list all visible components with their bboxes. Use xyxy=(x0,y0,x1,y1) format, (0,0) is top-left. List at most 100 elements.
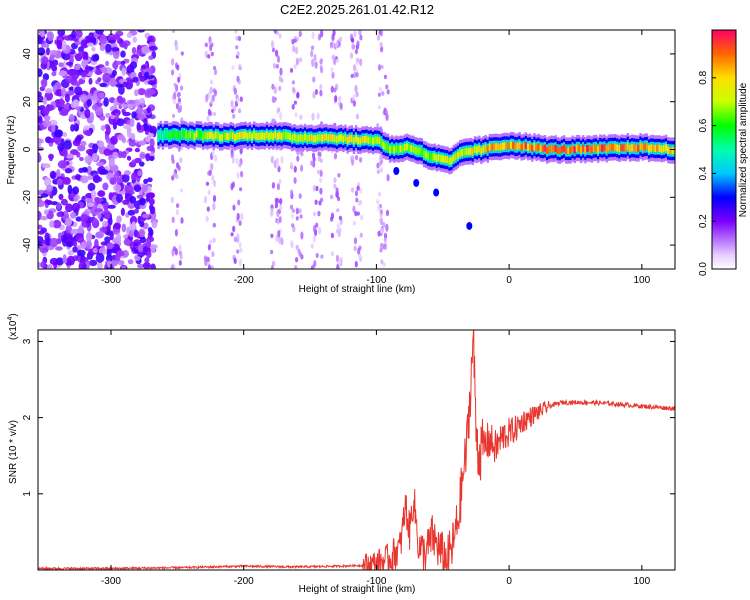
spectrogram-y-label: Frequency (Hz) xyxy=(6,116,17,185)
noise-cell xyxy=(291,103,295,110)
noise-cell xyxy=(91,104,99,111)
ridge-cell xyxy=(223,132,226,140)
noise-cell xyxy=(116,118,125,127)
noise-cell xyxy=(236,212,240,221)
noise-cell xyxy=(105,254,113,262)
noise-cell xyxy=(105,112,111,118)
ridge-cell xyxy=(263,132,266,140)
noise-cell xyxy=(38,106,43,111)
noise-cell xyxy=(132,36,138,43)
noise-cell xyxy=(49,237,59,248)
noise-cell xyxy=(45,237,52,247)
noise-cell xyxy=(214,154,218,162)
noise-cell xyxy=(377,92,381,97)
ridge-cell xyxy=(267,132,271,141)
ridge-cell xyxy=(308,134,311,142)
ridge-cell xyxy=(393,146,396,154)
noise-cell xyxy=(349,52,354,59)
noise-cell xyxy=(238,63,242,69)
noise-cell xyxy=(148,155,155,161)
noise-cell xyxy=(238,35,242,42)
noise-cell xyxy=(172,246,176,251)
noise-cell xyxy=(211,251,215,258)
noise-cell xyxy=(112,61,119,69)
noise-cell xyxy=(94,238,99,249)
ridge-cell xyxy=(429,153,432,161)
noise-cell xyxy=(171,30,176,33)
noise-cell xyxy=(298,208,302,214)
noise-cell xyxy=(49,170,57,179)
ridge-cell xyxy=(599,144,602,152)
ridge-cell xyxy=(405,143,409,151)
ridge-cell xyxy=(535,144,538,152)
ridge-cell xyxy=(529,143,532,151)
noise-cell xyxy=(45,47,51,56)
noise-cell xyxy=(56,39,63,49)
ridge-cell xyxy=(216,131,220,140)
ridge-cell xyxy=(558,147,562,155)
noise-cell xyxy=(310,45,315,51)
noise-cell xyxy=(146,250,152,259)
noise-cell xyxy=(80,213,89,222)
noise-cell xyxy=(145,153,151,162)
noise-cell xyxy=(146,145,155,152)
noise-cell xyxy=(62,132,68,138)
noise-cell xyxy=(38,262,42,268)
noise-cell xyxy=(383,74,387,80)
ridge-cell xyxy=(533,142,536,150)
noise-cell xyxy=(316,112,320,120)
y-tick-label: -40 xyxy=(22,237,33,252)
ridge-cell xyxy=(170,131,173,139)
noise-cell xyxy=(355,91,359,98)
noise-cell xyxy=(75,135,83,142)
noise-cell xyxy=(38,138,43,144)
noise-cell xyxy=(212,202,216,211)
noise-cell xyxy=(104,236,111,243)
noise-cell xyxy=(382,262,386,267)
noise-cell xyxy=(173,91,177,99)
noise-cell xyxy=(61,87,67,97)
ridge-cell xyxy=(611,143,615,152)
noise-cell xyxy=(123,234,129,239)
noise-cell xyxy=(147,227,153,233)
noise-cell xyxy=(136,122,141,131)
ridge-cell xyxy=(628,145,632,153)
ridge-cell xyxy=(380,138,383,146)
noise-cell xyxy=(313,211,317,216)
snr-frame xyxy=(37,329,676,571)
noise-cell xyxy=(207,54,211,59)
noise-cell xyxy=(56,178,63,186)
noise-cell xyxy=(270,155,274,164)
noise-cell xyxy=(100,169,109,175)
ridge-cell xyxy=(616,144,619,152)
ridge-cell xyxy=(301,135,305,143)
noise-cell xyxy=(295,46,299,55)
noise-cell xyxy=(212,237,216,244)
ridge-cell xyxy=(180,130,184,138)
noise-cell xyxy=(278,33,282,40)
noise-cell xyxy=(315,222,319,228)
noise-cell xyxy=(319,158,323,163)
noise-cell xyxy=(210,265,214,269)
noise-cell xyxy=(129,196,137,204)
noise-cell xyxy=(171,159,175,164)
noise-cell xyxy=(80,71,87,78)
noise-cell xyxy=(338,215,342,221)
noise-cell xyxy=(116,250,125,257)
ridge-cell xyxy=(609,143,613,151)
noise-cell xyxy=(235,45,239,50)
noise-cell xyxy=(131,172,137,181)
noise-cell xyxy=(320,68,324,74)
noise-cell xyxy=(126,155,132,161)
noise-cell xyxy=(92,152,98,162)
noise-cell xyxy=(89,36,97,43)
ridge-cell xyxy=(563,144,566,152)
noise-cell xyxy=(147,88,156,95)
noise-cell xyxy=(146,239,152,249)
ridge-cell xyxy=(189,131,192,139)
noise-cell xyxy=(58,62,64,68)
ridge-cell xyxy=(495,143,498,151)
noise-cell xyxy=(209,79,213,85)
noise-cell xyxy=(239,247,243,253)
noise-cell xyxy=(336,58,340,63)
